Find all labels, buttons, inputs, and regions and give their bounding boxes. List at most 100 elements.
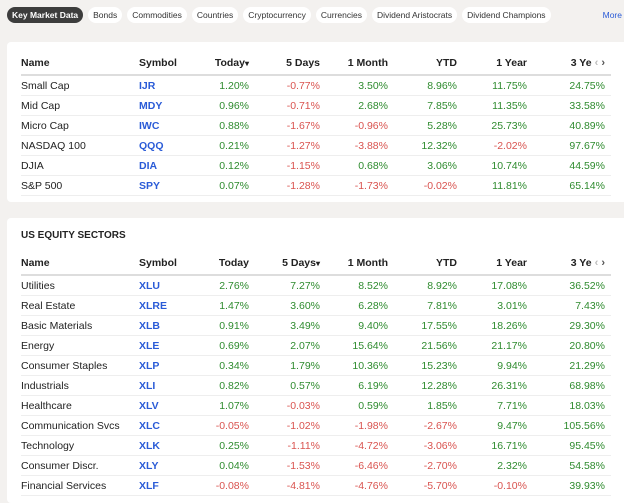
tab-dividend-aristocrats[interactable]: Dividend Aristocrats (372, 7, 458, 23)
symbol-link[interactable]: XLE (139, 335, 209, 356)
column-label: 1 Year (496, 57, 527, 69)
row-name: Industrials (21, 375, 139, 396)
column-header[interactable]: 1 Month (326, 52, 394, 76)
performance-value: 2.76% (209, 275, 255, 296)
table-row[interactable]: Utilities XLU 2.76% 7.27% 8.52% 8.92% 17.08% 36… (21, 275, 611, 296)
table-row[interactable]: Technology XLK 0.25% -1.11% -4.72% -3.06% 16.7… (21, 435, 611, 456)
more-link[interactable]: More (602, 10, 622, 20)
column-header[interactable]: 5 Days▾ (255, 252, 326, 276)
column-header[interactable]: 5 Days (255, 52, 326, 76)
performance-value: 8.52% (326, 275, 394, 296)
column-header[interactable]: 3 Ye ‹ › (533, 52, 611, 76)
table-row[interactable]: Consumer Staples XLP 0.34% 1.79% 10.36% 15.23… (21, 355, 611, 376)
tab-key-market-data[interactable]: Key Market Data (7, 7, 84, 23)
performance-value: 29.30% (533, 315, 611, 336)
table-row[interactable]: Industrials XLI 0.82% 0.57% 6.19% 12.28% 26.31… (21, 375, 611, 396)
row-name: Utilities (21, 275, 139, 296)
table-row[interactable]: Real Estate XLRE 1.47% 3.60% 6.28% 7.81% 3.01%… (21, 295, 611, 316)
table-row[interactable]: DJIA DIA 0.12% -1.15% 0.68% 3.06% 10.74% 44.59% (21, 155, 611, 176)
table-row[interactable]: S&P 500 SPY 0.07% -1.28% -1.73% -0.02% 11.81% 6… (21, 175, 611, 196)
symbol-link[interactable]: XLF (139, 475, 209, 496)
performance-value: 10.74% (463, 155, 533, 176)
performance-value: 40.89% (533, 115, 611, 136)
tab-dividend-champions[interactable]: Dividend Champions (462, 7, 551, 23)
performance-value: 0.68% (326, 155, 394, 176)
table-row[interactable]: Consumer Discr. XLY 0.04% -1.53% -6.46% -2.70… (21, 455, 611, 476)
column-header[interactable]: 3 Ye ‹ › (533, 252, 611, 276)
performance-value: 7.81% (394, 295, 463, 316)
column-header[interactable]: Symbol (139, 52, 209, 76)
symbol-link[interactable]: XLP (139, 355, 209, 376)
symbol-link[interactable]: MDY (139, 95, 209, 116)
table-row[interactable]: Mid Cap MDY 0.96% -0.71% 2.68% 7.85% 11.35% 33.… (21, 95, 611, 116)
performance-value: -1.53% (255, 455, 326, 476)
column-header[interactable]: YTD (394, 52, 463, 76)
tab-bonds[interactable]: Bonds (88, 7, 123, 23)
performance-value: -0.02% (394, 175, 463, 196)
row-name: Communication Svcs (21, 415, 139, 436)
symbol-link[interactable]: SPY (139, 175, 209, 196)
performance-value: -1.15% (255, 155, 326, 176)
table-row[interactable]: Energy XLE 0.69% 2.07% 15.64% 21.56% 21.17% 20.… (21, 335, 611, 356)
performance-value: 15.23% (394, 355, 463, 376)
tab-cryptocurrency[interactable]: Cryptocurrency (243, 7, 311, 23)
column-header[interactable]: Today▾ (209, 52, 255, 76)
performance-value: 12.28% (394, 375, 463, 396)
tab-currencies[interactable]: Currencies (315, 7, 367, 23)
column-header[interactable]: YTD (394, 252, 463, 276)
symbol-link[interactable]: DIA (139, 155, 209, 176)
symbol-link[interactable]: XLK (139, 435, 209, 456)
performance-value: 97.67% (533, 135, 611, 156)
performance-value: 1.47% (209, 295, 255, 316)
table-row[interactable]: Communication Svcs XLC -0.05% -1.02% -1.98% -… (21, 415, 611, 436)
scroll-left-icon[interactable]: ‹ (591, 257, 602, 269)
column-label: 1 Month (347, 57, 388, 69)
performance-value: 9.94% (463, 355, 533, 376)
performance-value: 11.75% (463, 75, 533, 96)
performance-value: 95.45% (533, 435, 611, 456)
performance-value: 36.52% (533, 275, 611, 296)
scroll-left-icon[interactable]: ‹ (591, 57, 602, 69)
column-header[interactable]: Name (21, 252, 139, 276)
performance-value: 18.03% (533, 395, 611, 416)
symbol-link[interactable]: IJR (139, 75, 209, 96)
symbol-link[interactable]: XLY (139, 455, 209, 476)
performance-value: -0.03% (255, 395, 326, 416)
tab-countries[interactable]: Countries (191, 7, 239, 23)
table-row[interactable]: Healthcare XLV 1.07% -0.03% 0.59% 1.85% 7.71% 1… (21, 395, 611, 416)
performance-value: 0.69% (209, 335, 255, 356)
symbol-link[interactable]: XLC (139, 415, 209, 436)
symbol-link[interactable]: XLU (139, 275, 209, 296)
performance-value: 17.08% (463, 275, 533, 296)
table-row[interactable]: NASDAQ 100 QQQ 0.21% -1.27% -3.88% 12.32% -2.0… (21, 135, 611, 156)
column-header[interactable]: 1 Month (326, 252, 394, 276)
table-row[interactable]: Small Cap IJR 1.20% -0.77% 3.50% 8.96% 11.75% 2… (21, 75, 611, 96)
row-name: Financial Services (21, 475, 139, 496)
symbol-link[interactable]: QQQ (139, 135, 209, 156)
performance-value: 3.60% (255, 295, 326, 316)
symbol-link[interactable]: XLB (139, 315, 209, 336)
symbol-link[interactable]: XLRE (139, 295, 209, 316)
row-name: Mid Cap (21, 95, 139, 116)
column-header[interactable]: Name (21, 52, 139, 76)
performance-value: -2.70% (394, 455, 463, 476)
scroll-right-icon[interactable]: › (601, 57, 605, 69)
table-row[interactable]: Financial Services XLF -0.08% -4.81% -4.76% -… (21, 475, 611, 496)
symbol-link[interactable]: IWC (139, 115, 209, 136)
column-header[interactable]: Symbol (139, 252, 209, 276)
symbol-link[interactable]: XLI (139, 375, 209, 396)
performance-value: 25.73% (463, 115, 533, 136)
performance-value: 5.28% (394, 115, 463, 136)
column-header[interactable]: 1 Year (463, 252, 533, 276)
performance-value: -1.02% (255, 415, 326, 436)
table-row[interactable]: Micro Cap IWC 0.88% -1.67% -0.96% 5.28% 25.73%… (21, 115, 611, 136)
performance-value: 0.25% (209, 435, 255, 456)
scroll-right-icon[interactable]: › (601, 257, 605, 269)
performance-value: -1.73% (326, 175, 394, 196)
symbol-link[interactable]: XLV (139, 395, 209, 416)
table-row[interactable]: Basic Materials XLB 0.91% 3.49% 9.40% 17.55% 1… (21, 315, 611, 336)
tab-commodities[interactable]: Commodities (127, 7, 187, 23)
performance-value: 1.85% (394, 395, 463, 416)
column-header[interactable]: Today (209, 252, 255, 276)
column-header[interactable]: 1 Year (463, 52, 533, 76)
